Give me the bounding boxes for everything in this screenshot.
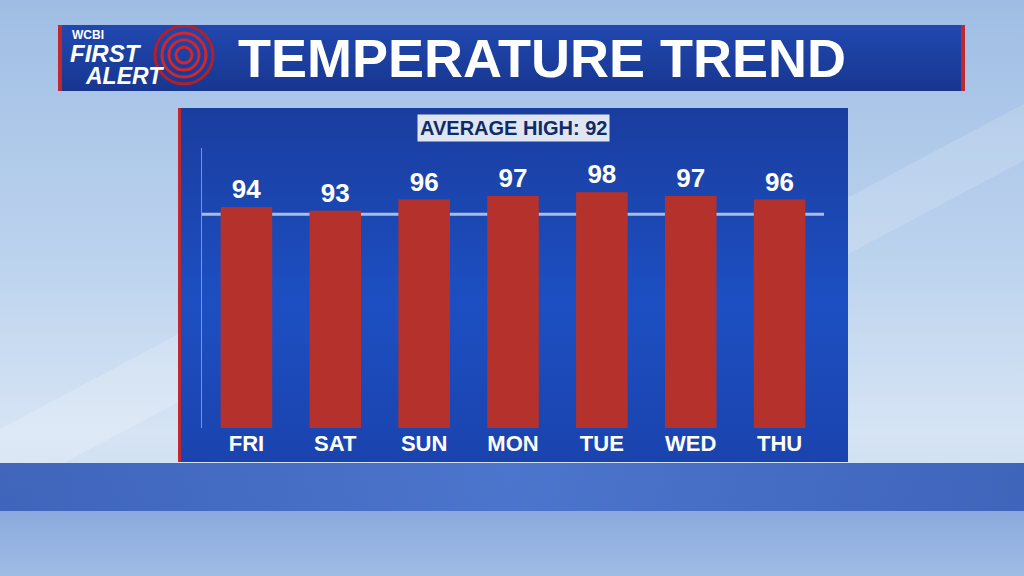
svg-text:94: 94 bbox=[232, 174, 261, 204]
svg-text:96: 96 bbox=[765, 167, 794, 197]
svg-text:AVERAGE HIGH: 92: AVERAGE HIGH: 92 bbox=[420, 117, 607, 139]
svg-text:97: 97 bbox=[499, 163, 528, 193]
svg-text:SAT: SAT bbox=[314, 431, 357, 456]
html-text:ALERT: ALERT bbox=[86, 63, 163, 89]
svg-text:MON: MON bbox=[487, 431, 538, 456]
svg-text:TUE: TUE bbox=[580, 431, 624, 456]
html-text:WCBI: WCBI bbox=[72, 28, 104, 42]
svg-text:WED: WED bbox=[665, 431, 716, 456]
html-text:TEMPERATURE TREND: TEMPERATURE TREND bbox=[238, 28, 846, 88]
svg-text:THU: THU bbox=[757, 431, 802, 456]
html-text:FIRST: FIRST bbox=[70, 40, 140, 67]
svg-text:97: 97 bbox=[676, 163, 705, 193]
svg-text:SUN: SUN bbox=[401, 431, 447, 456]
svg-text:98: 98 bbox=[587, 159, 616, 189]
svg-text:96: 96 bbox=[410, 167, 439, 197]
svg-text:93: 93 bbox=[321, 178, 350, 208]
svg-text:FRI: FRI bbox=[229, 431, 264, 456]
